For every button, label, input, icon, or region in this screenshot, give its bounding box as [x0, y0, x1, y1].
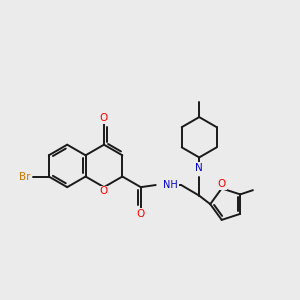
Text: Br: Br: [19, 172, 30, 182]
Text: N: N: [195, 163, 203, 173]
Text: O: O: [100, 186, 108, 197]
Text: NH: NH: [163, 180, 178, 190]
Text: O: O: [218, 179, 226, 189]
Text: O: O: [100, 113, 108, 123]
Text: O: O: [137, 209, 145, 219]
